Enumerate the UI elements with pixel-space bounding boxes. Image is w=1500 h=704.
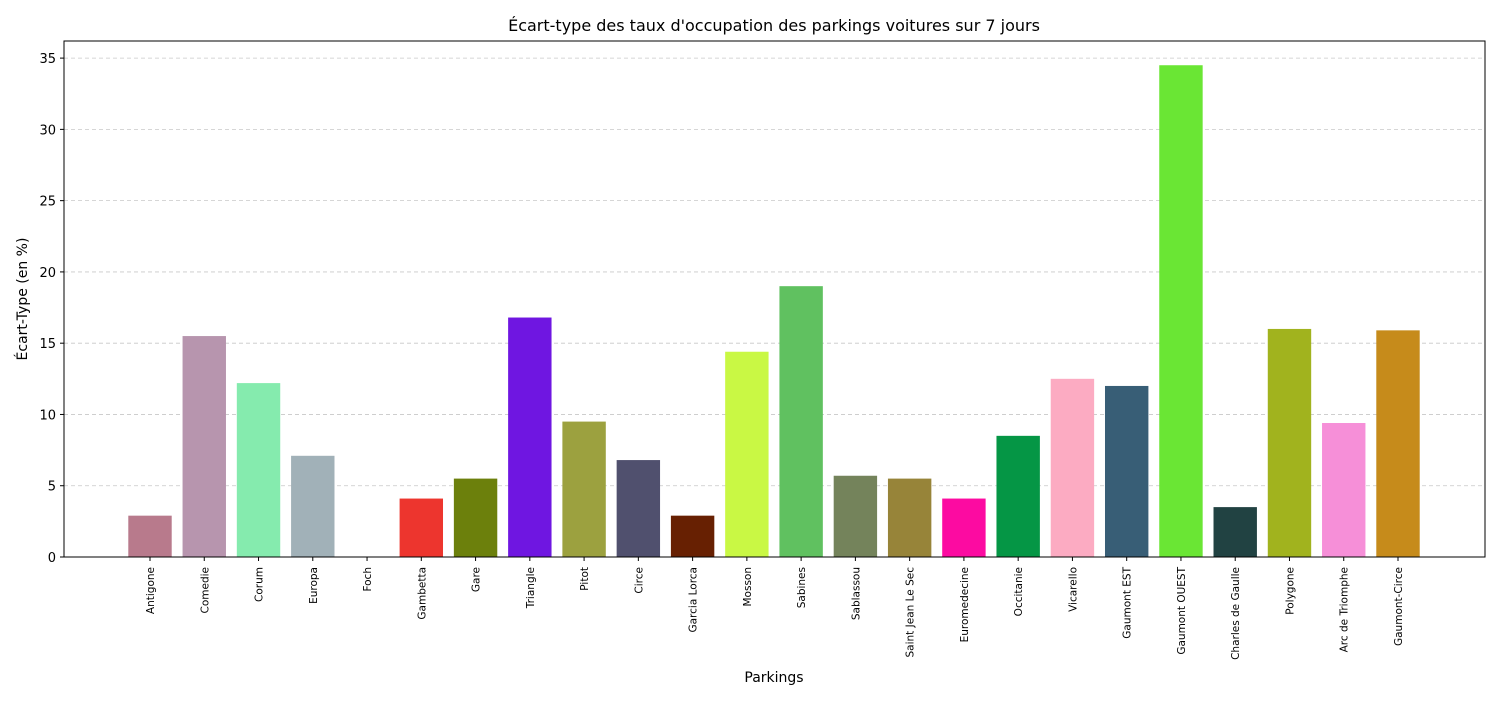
bar-sablassou [833, 475, 878, 557]
bar-pitot [562, 421, 606, 557]
bar-triangle [508, 317, 552, 557]
y-axis: 0 5 10 15 20 25 30 35 [39, 52, 64, 566]
x-tick-label: Sablassou [850, 567, 862, 620]
y-tick-label: 5 [48, 480, 56, 495]
bar-vicarello [1050, 378, 1095, 557]
bars [128, 65, 1420, 557]
bar-garcia-lorca [670, 515, 715, 557]
y-tick-label: 25 [39, 195, 56, 210]
bar-comedie [182, 336, 226, 557]
bar-gare [453, 478, 498, 557]
x-tick-label: Pitot [579, 567, 591, 591]
x-tick-label: Gaumont-Circe [1393, 567, 1405, 646]
x-axis-label: Parkings [744, 670, 803, 686]
x-axis: Antigone Comedie Corum Europa Foch Gambetta Ga… [145, 557, 1405, 660]
y-tick-label: 15 [39, 337, 56, 352]
x-tick-label: Garcia Lorca [688, 567, 700, 633]
x-tick-label: Gambetta [416, 567, 428, 620]
bar-arc-de-triomphe [1322, 423, 1366, 557]
chart-title: Écart-type des taux d'occupation des par… [508, 16, 1040, 35]
x-tick-label: Gaumont EST [1122, 566, 1134, 638]
y-tick-label: 0 [48, 551, 56, 566]
bar-saint-jean-le-sec [887, 478, 932, 557]
x-tick-label: Mosson [742, 567, 754, 607]
bar-charles-de-gaulle [1213, 507, 1257, 557]
x-tick-label: Europa [308, 567, 320, 604]
y-tick-label: 30 [39, 123, 56, 138]
bar-gambetta [399, 498, 444, 557]
bar-europa [291, 455, 335, 557]
bar-gaumont-ouest [1159, 65, 1203, 557]
bar-sabines [779, 286, 823, 557]
x-tick-label: Arc de Triomphe [1339, 567, 1351, 652]
bar-gaumont-est [1104, 385, 1149, 557]
bar-corum [236, 383, 281, 557]
bar-polygone [1267, 328, 1312, 557]
x-tick-label: Euromedecine [959, 567, 971, 642]
x-tick-label: Circe [633, 567, 645, 594]
x-tick-label: Antigone [145, 567, 157, 614]
y-tick-label: 35 [39, 52, 56, 67]
x-tick-label: Comedie [199, 567, 211, 614]
x-tick-label: Vicarello [1067, 567, 1079, 612]
x-tick-label: Gaumont OUEST [1176, 566, 1188, 654]
plot-frame [63, 40, 1486, 558]
y-axis-label: Écart-Type (en %) [14, 238, 31, 361]
bar-antigone [128, 515, 172, 557]
y-tick-label: 10 [39, 408, 56, 423]
bar-occitanie [996, 435, 1040, 557]
x-tick-label: Corum [254, 567, 266, 602]
x-tick-label: Polygone [1284, 567, 1296, 615]
bar-mosson [725, 351, 769, 557]
x-tick-label: Occitanie [1013, 567, 1025, 616]
bar-circe [616, 460, 661, 557]
x-tick-label: Foch [362, 567, 374, 592]
bar-gaumont-circe [1376, 330, 1420, 557]
x-tick-label: Sabines [796, 567, 808, 608]
x-tick-label: Charles de Gaulle [1230, 567, 1242, 660]
y-tick-label: 20 [39, 266, 56, 281]
x-tick-label: Saint Jean Le Sec [905, 567, 917, 658]
grid-lines [64, 57, 1485, 487]
x-tick-label: Gare [471, 567, 483, 592]
x-tick-label: Triangle [525, 567, 537, 609]
bar-euromedecine [942, 498, 986, 557]
